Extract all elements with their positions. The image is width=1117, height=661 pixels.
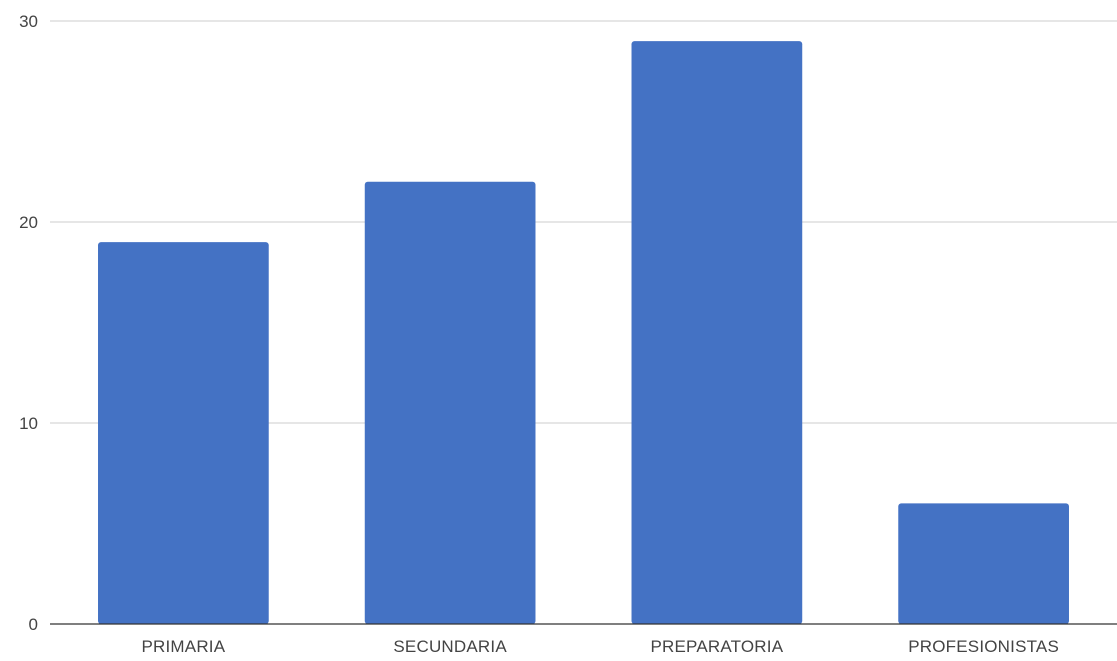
bar-profesionistas (898, 503, 1069, 624)
x-category-label: PROFESIONISTAS (908, 637, 1059, 656)
y-tick-label: 30 (19, 12, 38, 31)
y-axis-ticks: 0 10 20 30 (19, 12, 38, 634)
y-tick-label: 0 (29, 615, 38, 634)
bar-preparatoria (631, 41, 803, 625)
bar-primaria (98, 242, 269, 624)
bar-series (98, 41, 1069, 625)
x-category-label: PREPARATORIA (650, 637, 783, 656)
x-category-label: SECUNDARIA (393, 637, 507, 656)
bar-secundaria (364, 181, 536, 625)
x-axis-categories: PRIMARIA SECUNDARIA PREPARATORIA PROFESIONI… (141, 637, 1059, 656)
y-tick-label: 20 (19, 213, 38, 232)
y-tick-label: 10 (19, 414, 38, 433)
x-category-label: PRIMARIA (141, 637, 225, 656)
